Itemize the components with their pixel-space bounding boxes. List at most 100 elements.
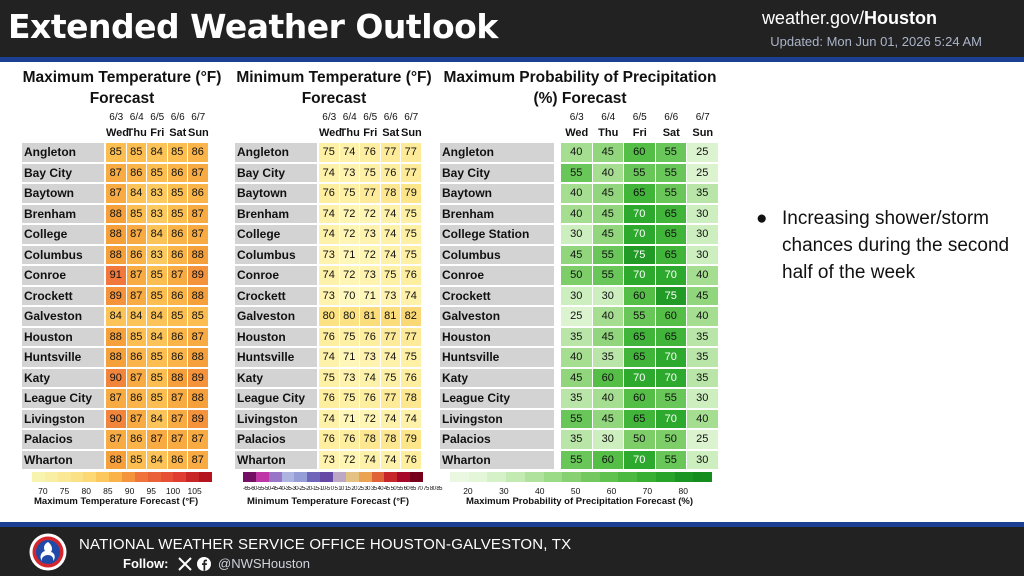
min_temp-day-label: Thu <box>339 127 360 139</box>
social-handle[interactable]: @NWSHouston <box>218 556 310 571</box>
max_temp-value-cell: 87 <box>167 266 187 285</box>
pop-value-cell: 45 <box>592 327 623 346</box>
min_temp-value-cell: 72 <box>339 450 359 469</box>
min_temp-date-label: 6/6 <box>383 112 398 123</box>
pop-value-cell: 55 <box>655 143 686 162</box>
pop-value-cell: 30 <box>592 430 623 449</box>
pop-value-cell: 65 <box>624 327 655 346</box>
max_temp-value-cell: 86 <box>126 389 146 408</box>
pop-value-cell: 45 <box>561 245 592 264</box>
city-label: Crockett <box>22 286 104 305</box>
site-url[interactable]: weather.gov/Houston <box>762 8 937 29</box>
bottom-accent-band <box>0 522 1024 527</box>
pop-value-cell: 55 <box>561 163 592 182</box>
max_temp-value-cell: 84 <box>106 307 126 326</box>
min_temp-value-cell: 73 <box>380 286 400 305</box>
max_temp-value-cell: 88 <box>106 327 126 346</box>
min_temp-value-cell: 71 <box>339 245 359 264</box>
max_temp-day-label: Thu <box>126 127 147 139</box>
max_temp-value-cell: 87 <box>106 430 126 449</box>
pop-colorbar-tick: 40 <box>534 486 545 496</box>
max_temp-value-cell: 87 <box>167 389 187 408</box>
facebook-icon[interactable] <box>197 557 211 571</box>
pop-value-cell: 25 <box>561 307 592 326</box>
min_temp-colorbar-segment <box>410 472 424 482</box>
min_temp-value-cell: 75 <box>380 368 400 387</box>
min_temp-value-cell: 75 <box>339 327 359 346</box>
pop-graphic: Maximum Probability of Precipitation (%)… <box>440 62 720 522</box>
min_temp-value-cell: 79 <box>401 430 421 449</box>
max_temp-value-cell: 87 <box>188 430 208 449</box>
city-label: College Station <box>235 225 317 260</box>
min_temp-value-cell: 77 <box>360 184 380 203</box>
pop-title-line1: Maximum Probability of Precipitation <box>443 69 717 86</box>
pop-day-label: Sat <box>662 127 680 139</box>
min_temp-value-cell: 75 <box>319 368 339 387</box>
pop-value-cell: 55 <box>655 184 686 203</box>
min_temp-value-cell: 71 <box>339 409 359 428</box>
city-label: Houston <box>22 327 104 346</box>
min_temp-colorbar-segment <box>358 472 373 482</box>
max_temp-value-cell: 87 <box>106 163 126 182</box>
max_temp-date-label: 6/6 <box>170 112 185 123</box>
city-label: College Station <box>22 225 104 260</box>
city-label: Angleton <box>22 143 104 162</box>
max_temp-colorbar-segment <box>147 472 162 482</box>
pop-colorbar-segment <box>637 472 657 482</box>
max-temp-title-line2: Forecast <box>89 90 155 107</box>
pop-value-cell: 40 <box>561 204 592 223</box>
pop-date-label: 6/5 <box>632 112 647 123</box>
min_temp-value-cell: 75 <box>401 225 421 244</box>
min_temp-value-cell: 80 <box>319 307 339 326</box>
max_temp-value-cell: 90 <box>106 368 126 387</box>
max_temp-colorbar-segment <box>70 472 84 482</box>
x-icon[interactable] <box>178 557 192 571</box>
pop-date-label: 6/4 <box>601 112 616 123</box>
min_temp-value-cell: 74 <box>380 348 400 367</box>
min_temp-value-cell: 75 <box>401 204 421 223</box>
min_temp-value-cell: 77 <box>401 163 421 182</box>
max_temp-value-cell: 86 <box>167 245 187 264</box>
min_temp-colorbar-tick: -65-60-55-50-45-40-35-30-25-20-15-10-5 0… <box>243 486 443 492</box>
min_temp-value-cell: 74 <box>380 204 400 223</box>
max_temp-day-label: Fri <box>150 127 165 139</box>
max_temp-value-cell: 87 <box>147 430 167 449</box>
min_temp-value-cell: 81 <box>360 307 380 326</box>
max_temp-value-cell: 85 <box>188 307 208 326</box>
pop-value-cell: 55 <box>655 450 686 469</box>
max_temp-colorbar-tick: 70 <box>38 486 48 496</box>
min_temp-value-cell: 72 <box>339 225 359 244</box>
min_temp-value-cell: 72 <box>339 204 359 223</box>
pop-value-cell: 65 <box>624 184 655 203</box>
pop-value-cell: 25 <box>687 430 718 449</box>
city-label: Crockett <box>235 286 317 305</box>
max_temp-value-cell: 87 <box>106 184 126 203</box>
max_temp-value-cell: 88 <box>106 204 126 223</box>
max_temp-value-cell: 85 <box>126 327 146 346</box>
pop-colorbar-segment <box>562 472 582 482</box>
min_temp-value-cell: 74 <box>319 204 339 223</box>
max_temp-value-cell: 85 <box>147 348 167 367</box>
pop-colorbar-segment <box>618 472 638 482</box>
city-label: Palacios <box>440 430 554 449</box>
min_temp-value-cell: 80 <box>339 307 359 326</box>
pop-value-cell: 40 <box>687 266 718 285</box>
pop-value-cell: 70 <box>655 368 686 387</box>
max_temp-value-cell: 86 <box>167 286 187 305</box>
city-label: Galveston <box>235 307 317 326</box>
pop-date-label: 6/6 <box>664 112 679 123</box>
min_temp-date-label: 6/3 <box>322 112 337 123</box>
min_temp-value-cell: 77 <box>380 389 400 408</box>
max_temp-value-cell: 88 <box>106 348 126 367</box>
updated-timestamp: Updated: Mon Jun 01, 2026 5:24 AM <box>770 34 982 49</box>
max_temp-date-label: 6/7 <box>191 112 206 123</box>
bullet-text: Increasing shower/storm chances during t… <box>782 208 1010 283</box>
pop-day-label: Fri <box>632 127 647 139</box>
max_temp-value-cell: 86 <box>167 450 187 469</box>
min_temp-colorbar-segment <box>243 472 257 482</box>
max_temp-value-cell: 86 <box>188 184 208 203</box>
header-bar: Extended Weather Outlook weather.gov/Hou… <box>0 0 1024 57</box>
max_temp-value-cell: 85 <box>147 286 167 305</box>
max_temp-value-cell: 87 <box>188 327 208 346</box>
pop-value-cell: 45 <box>687 286 718 305</box>
